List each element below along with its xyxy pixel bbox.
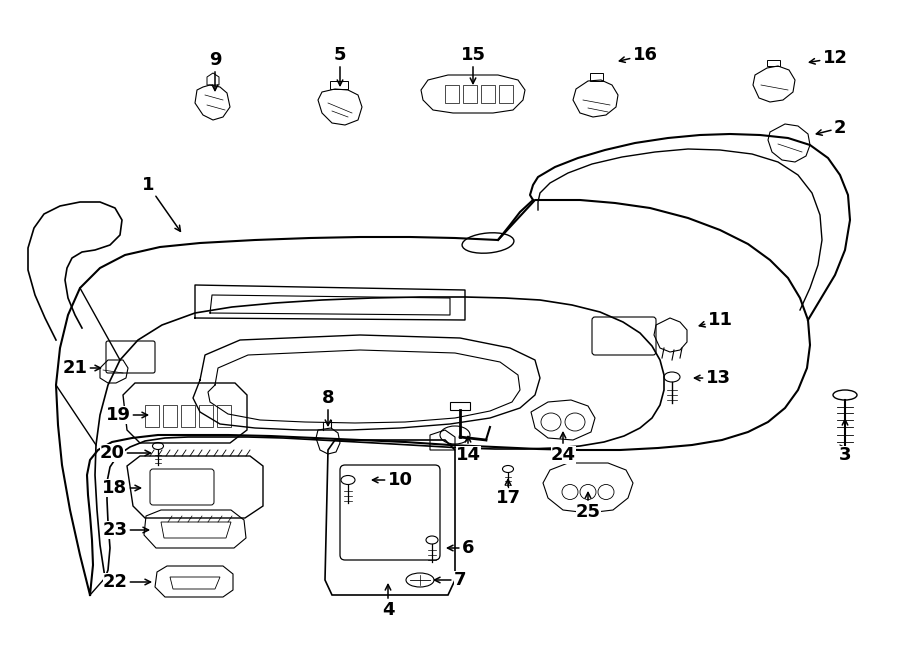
Text: 1: 1 <box>142 176 180 231</box>
Text: 2: 2 <box>816 119 846 137</box>
Text: 12: 12 <box>809 49 848 67</box>
Text: 22: 22 <box>103 573 150 591</box>
Text: 14: 14 <box>455 436 481 464</box>
Text: 13: 13 <box>695 369 731 387</box>
Text: 10: 10 <box>373 471 412 489</box>
Text: 21: 21 <box>62 359 101 377</box>
Text: 9: 9 <box>209 51 221 91</box>
Text: 16: 16 <box>619 46 658 64</box>
Text: 7: 7 <box>435 571 466 589</box>
Text: 19: 19 <box>105 406 148 424</box>
Text: 5: 5 <box>334 46 346 85</box>
Text: 17: 17 <box>496 479 520 507</box>
Text: 25: 25 <box>575 492 600 521</box>
Text: 15: 15 <box>461 46 485 83</box>
Text: 23: 23 <box>103 521 148 539</box>
Text: 4: 4 <box>382 584 394 619</box>
Text: 11: 11 <box>699 311 733 329</box>
Text: 3: 3 <box>839 420 851 464</box>
Text: 18: 18 <box>103 479 140 497</box>
Text: 6: 6 <box>447 539 474 557</box>
Text: 20: 20 <box>100 444 150 462</box>
Text: 8: 8 <box>321 389 334 426</box>
Text: 24: 24 <box>551 432 575 464</box>
